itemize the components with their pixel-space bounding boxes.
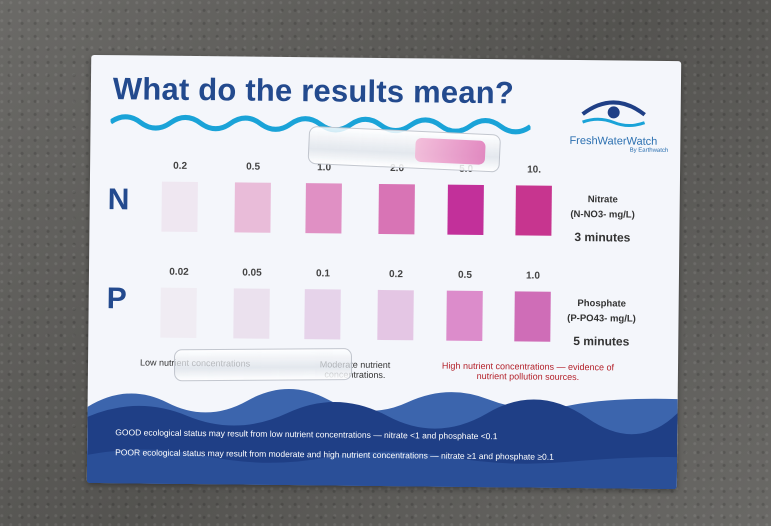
nitrate-swatch-value: 10.: [527, 164, 542, 176]
phosphate-swatch-color: [160, 287, 197, 339]
vial-pink-liquid: [414, 137, 486, 165]
nitrate-swatch-value: 0.5: [246, 161, 261, 173]
nitrate-swatch-color: [447, 184, 484, 236]
phosphate-swatch-color: [304, 289, 341, 340]
phosphate-swatch-value: 0.2: [388, 269, 403, 281]
brand-by: By Earthwatch: [629, 147, 669, 154]
nitrate-letter: N: [107, 183, 130, 217]
phosphate-swatch: 0.1: [302, 267, 343, 340]
phosphate-swatch: 0.5: [444, 269, 485, 342]
phosphate-swatch: 0.05: [231, 266, 272, 339]
legend-high: High nutrient concentrations — evidence …: [441, 360, 615, 383]
phosphate-time: 5 minutes: [573, 333, 630, 349]
nitrate-swatch: 0.5: [232, 160, 273, 233]
phosphate-swatch: 0.02: [158, 266, 199, 339]
nitrate-swatch: 5.0: [445, 163, 486, 236]
nitrate-unit: (N-NO3- mg/L): [570, 208, 635, 221]
card-title: What do the results mean?: [112, 71, 515, 111]
nitrate-swatch-color: [515, 185, 552, 236]
nitrate-swatch: 0.2: [159, 160, 200, 233]
phosphate-info: Phosphate (P-PO43- mg/L) 5 minutes: [556, 298, 647, 349]
phosphate-swatch-color: [514, 291, 551, 342]
nitrate-swatch: 2.0: [376, 162, 417, 235]
phosphate-swatch-value: 0.05: [242, 267, 262, 279]
nitrate-swatch-color: [378, 183, 415, 235]
nitrate-swatch-value: 0.2: [173, 160, 188, 172]
nitrate-swatch-color: [234, 182, 271, 233]
nitrate-info: Nitrate (N-NO3- mg/L) 3 minutes: [557, 194, 648, 245]
nitrate-swatch: 10.: [513, 163, 554, 236]
phosphate-swatch-value: 1.0: [525, 270, 540, 282]
phosphate-swatch-row: 0.02 0.05 0.1 0.2 0.5 1.0: [91, 55, 681, 342]
brand-name: FreshWaterWatch: [569, 134, 658, 148]
nitrate-swatch-color: [305, 183, 342, 234]
phosphate-name: Phosphate: [577, 298, 627, 310]
nitrate-swatch: 1.0: [303, 161, 344, 234]
nitrate-swatch-color: [161, 181, 198, 233]
nitrate-name: Nitrate: [587, 194, 618, 206]
phosphate-swatch-value: 0.02: [169, 266, 189, 278]
test-vial-clear: [173, 348, 353, 382]
eye-logo-icon: [581, 100, 646, 128]
phosphate-swatch-color: [446, 290, 483, 342]
phosphate-swatch: 0.2: [375, 268, 416, 341]
phosphate-swatch-color: [377, 289, 414, 341]
phosphate-swatch: 1.0: [512, 269, 553, 342]
wave-banner: [86, 388, 678, 490]
phosphate-swatch-value: 0.1: [315, 268, 330, 280]
brand-logo: FreshWaterWatch By Earthwatch: [558, 96, 669, 154]
wave-icon: [110, 114, 531, 135]
nitrate-swatch-row: 0.2 0.5 1.0 2.0 5.0 10.: [91, 55, 681, 236]
results-card: What do the results mean? FreshWaterWatc…: [86, 54, 682, 490]
phosphate-unit: (P-PO43- mg/L): [567, 312, 636, 325]
nitrate-time: 3 minutes: [574, 229, 631, 245]
phosphate-swatch-value: 0.5: [457, 269, 472, 281]
phosphate-swatch-color: [233, 288, 270, 339]
phosphate-letter: P: [106, 282, 127, 316]
